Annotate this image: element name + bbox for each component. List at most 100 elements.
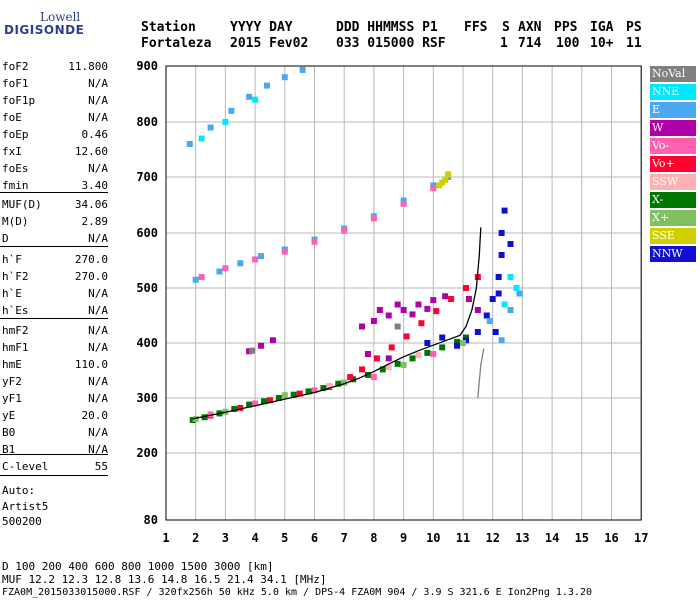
- data-point: [373, 355, 380, 362]
- param-name: foF1p: [2, 94, 36, 107]
- data-point: [424, 349, 431, 356]
- param-name: foEp: [2, 128, 29, 141]
- data-point: [275, 395, 282, 401]
- data-point: [442, 293, 449, 300]
- param-row: D N/A: [2, 230, 108, 247]
- data-point: [439, 344, 446, 351]
- data-point: [498, 252, 505, 258]
- param-row: foF1p N/A: [2, 92, 108, 109]
- x-tick-label: 15: [575, 531, 589, 545]
- logo-digisonde: DIGISONDE: [4, 23, 85, 37]
- data-point: [418, 320, 425, 327]
- param-value: N/A: [88, 111, 108, 124]
- header-label-ps: PS: [626, 20, 642, 35]
- header-value-pps: 100: [556, 36, 580, 51]
- data-point: [415, 352, 422, 359]
- y-tick-label: 700: [136, 170, 158, 184]
- param-row: h`Es N/A: [2, 302, 108, 319]
- data-point: [424, 305, 431, 312]
- y-tick-label: 200: [136, 446, 158, 460]
- data-point: [281, 248, 288, 255]
- param-name: foF2: [2, 60, 29, 73]
- data-point: [335, 380, 342, 387]
- data-point: [207, 124, 214, 131]
- param-name: B1: [2, 443, 16, 456]
- param-name: h`E: [2, 287, 22, 300]
- param-value: N/A: [88, 341, 108, 354]
- data-point: [207, 411, 214, 418]
- y-tick-label: 80: [144, 513, 158, 527]
- param-value: 12.60: [74, 145, 108, 158]
- x-tick-label: 10: [426, 531, 440, 545]
- param-row: MUF(D) 34.06: [2, 196, 108, 213]
- param-row: h`F 270.0: [2, 251, 108, 268]
- data-point: [430, 351, 437, 357]
- x-tick-label: 6: [311, 531, 318, 545]
- param-name: MUF(D): [2, 198, 42, 211]
- data-point: [258, 253, 265, 260]
- data-point: [498, 337, 505, 344]
- data-point: [252, 400, 259, 407]
- y-tick-label: 400: [136, 336, 158, 350]
- param-value: 270.0: [74, 270, 108, 283]
- data-point: [460, 340, 466, 346]
- param-value: 55: [94, 460, 108, 473]
- y-tick-label: 300: [136, 391, 158, 405]
- x-tick-label: 13: [515, 531, 529, 545]
- header-label-s: S: [502, 20, 510, 35]
- param-value: 3.40: [81, 179, 109, 192]
- header-value-station: Fortaleza: [141, 36, 212, 51]
- y-tick-label: 800: [136, 115, 158, 129]
- param-value: N/A: [88, 426, 108, 439]
- param-row: fmin 3.40: [2, 177, 108, 194]
- data-point: [326, 382, 333, 389]
- param-divider: [0, 318, 108, 319]
- header-value-iga: 10+: [590, 36, 614, 51]
- param-name: hmF1: [2, 341, 29, 354]
- legend-item: SSW: [650, 174, 696, 190]
- param-name: C-level: [2, 460, 49, 473]
- header-value-date: 2015 Fev02: [230, 36, 309, 51]
- legend-item: Vo-: [650, 138, 696, 154]
- data-point: [359, 323, 366, 330]
- footer-distance-row: D 100 200 400 600 800 1000 1500 3000 [km…: [2, 560, 274, 573]
- param-value: N/A: [88, 287, 108, 300]
- param-value: N/A: [88, 443, 108, 456]
- x-tick-label: 3: [222, 531, 229, 545]
- param-value: 0.46: [81, 128, 109, 141]
- data-point: [448, 296, 455, 302]
- param-row: yE 20.0: [2, 407, 108, 424]
- plot-frame: [165, 65, 642, 521]
- param-value: N/A: [88, 162, 108, 175]
- data-point: [465, 296, 472, 302]
- data-point: [394, 301, 401, 308]
- param-row: foEs N/A: [2, 160, 108, 177]
- header-label-ffs: FFS: [464, 20, 488, 35]
- header-label-date: YYYY DAY: [230, 20, 293, 35]
- data-point: [341, 379, 348, 386]
- data-point: [370, 318, 377, 324]
- param-name: foF1: [2, 77, 29, 90]
- data-point: [400, 197, 407, 204]
- param-row: foE N/A: [2, 109, 108, 126]
- data-point: [252, 256, 259, 263]
- data-point: [359, 366, 366, 373]
- legend-item: E: [650, 102, 696, 118]
- data-point: [249, 347, 256, 354]
- data-point: [222, 265, 229, 272]
- data-point: [454, 338, 461, 345]
- data-point: [269, 337, 276, 344]
- param-row: h`F2 270.0: [2, 268, 108, 285]
- param-name: h`Es: [2, 304, 29, 317]
- data-point: [516, 290, 523, 297]
- data-point: [299, 66, 306, 73]
- data-point: [501, 207, 508, 214]
- data-point: [216, 268, 223, 275]
- param-row: M(D) 2.89: [2, 213, 108, 230]
- data-point: [498, 230, 505, 236]
- x-tick-label: 4: [251, 531, 258, 545]
- footer-muf-row: MUF 12.2 12.3 12.8 13.6 14.8 16.5 21.4 3…: [2, 573, 327, 586]
- data-point: [305, 388, 312, 395]
- data-point: [501, 301, 508, 308]
- data-point: [409, 355, 416, 362]
